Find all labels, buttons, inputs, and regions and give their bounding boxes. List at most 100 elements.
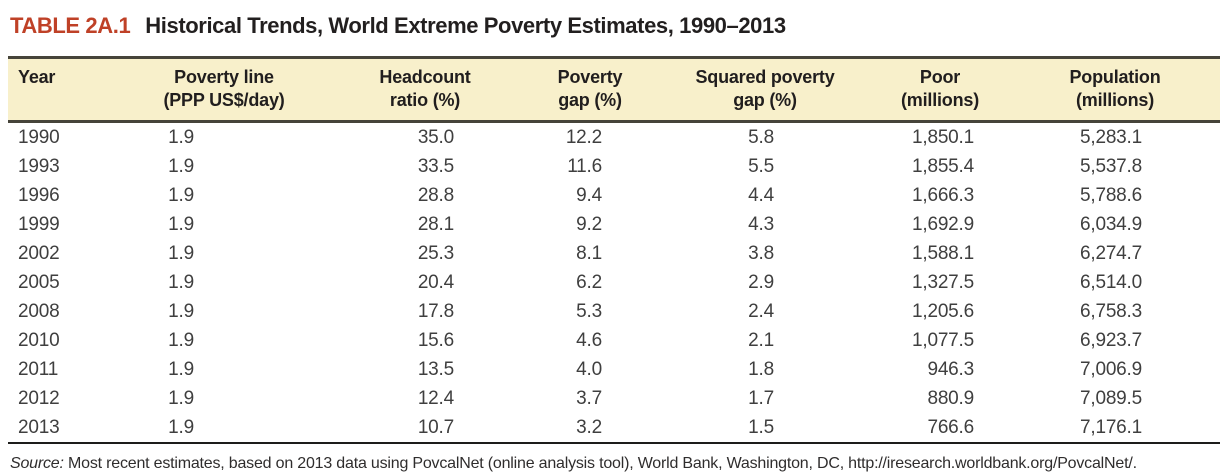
cell-population-millions: 5,788.6 xyxy=(1080,185,1142,206)
cell-headcount-ratio: 12.4 xyxy=(417,388,454,409)
cell-poverty-line: 1.9 xyxy=(168,272,194,293)
cell-population-millions: 7,089.5 xyxy=(1080,388,1142,409)
table-row: 2013 1.9 10.7 3.2 1.5 766.6 7,176.1 xyxy=(8,413,1220,443)
cell-poverty-gap: 12.2 xyxy=(565,127,602,148)
cell-squared-poverty-gap: 3.8 xyxy=(748,243,774,264)
cell-poverty-gap: 3.7 xyxy=(576,388,602,409)
column-header-poor: Poor (millions) xyxy=(870,56,1010,123)
cell-poor-millions: 1,588.1 xyxy=(912,243,974,264)
table-number: TABLE 2A.1 xyxy=(10,13,131,38)
cell-year: 2012 xyxy=(18,388,60,409)
table-row: 1996 1.9 28.8 9.4 4.4 1,666.3 5,788.6 xyxy=(8,181,1220,210)
cell-year: 1999 xyxy=(18,214,60,235)
table-caption: TABLE 2A.1 Historical Trends, World Extr… xyxy=(10,13,1229,39)
column-header-poverty-gap: Poverty gap (%) xyxy=(520,56,660,123)
table-body: 1990 1.9 35.0 12.2 5.8 1,850.1 5,283.1 1… xyxy=(8,122,1220,444)
table-row: 2008 1.9 17.8 5.3 2.4 1,205.6 6,758.3 xyxy=(8,297,1220,326)
cell-poor-millions: 1,327.5 xyxy=(912,272,974,293)
cell-poor-millions: 1,077.5 xyxy=(912,330,974,351)
cell-poverty-line: 1.9 xyxy=(168,214,194,235)
cell-year: 2008 xyxy=(18,301,60,322)
cell-headcount-ratio: 28.8 xyxy=(417,185,454,206)
cell-population-millions: 5,283.1 xyxy=(1080,127,1142,148)
cell-poverty-line: 1.9 xyxy=(168,156,194,177)
cell-year: 2013 xyxy=(18,417,60,438)
cell-year: 2005 xyxy=(18,272,60,293)
column-header-headcount-ratio: Headcount ratio (%) xyxy=(330,56,520,123)
cell-headcount-ratio: 15.6 xyxy=(417,330,454,351)
cell-headcount-ratio: 20.4 xyxy=(417,272,454,293)
cell-population-millions: 7,006.9 xyxy=(1080,359,1142,380)
cell-squared-poverty-gap: 5.5 xyxy=(748,156,774,177)
table-header: Year Poverty line (PPP US$/day) Headcoun… xyxy=(8,56,1220,123)
cell-year: 1990 xyxy=(18,127,60,148)
poverty-estimates-table: Year Poverty line (PPP US$/day) Headcoun… xyxy=(8,56,1220,444)
cell-poor-millions: 1,692.9 xyxy=(912,214,974,235)
cell-poverty-gap: 4.6 xyxy=(576,330,602,351)
cell-squared-poverty-gap: 1.8 xyxy=(748,359,774,380)
source-label: Source: xyxy=(10,455,64,472)
cell-poverty-line: 1.9 xyxy=(168,330,194,351)
cell-poor-millions: 1,666.3 xyxy=(912,185,974,206)
table-row: 1993 1.9 33.5 11.6 5.5 1,855.4 5,537.8 xyxy=(8,152,1220,181)
cell-headcount-ratio: 28.1 xyxy=(417,214,454,235)
cell-poor-millions: 1,850.1 xyxy=(912,127,974,148)
source-note: Source: Most recent estimates, based on … xyxy=(10,455,1229,473)
cell-population-millions: 6,758.3 xyxy=(1080,301,1142,322)
column-header-poverty-line: Poverty line (PPP US$/day) xyxy=(118,56,330,123)
cell-squared-poverty-gap: 1.5 xyxy=(748,417,774,438)
cell-squared-poverty-gap: 4.4 xyxy=(748,185,774,206)
cell-population-millions: 7,176.1 xyxy=(1080,417,1142,438)
table-row: 2002 1.9 25.3 8.1 3.8 1,588.1 6,274.7 xyxy=(8,239,1220,268)
column-header-year: Year xyxy=(8,56,118,123)
header-row: Year Poverty line (PPP US$/day) Headcoun… xyxy=(8,56,1220,123)
cell-headcount-ratio: 35.0 xyxy=(417,127,454,148)
table-row: 1999 1.9 28.1 9.2 4.3 1,692.9 6,034.9 xyxy=(8,210,1220,239)
cell-poverty-gap: 8.1 xyxy=(576,243,602,264)
cell-poverty-line: 1.9 xyxy=(168,359,194,380)
cell-year: 2002 xyxy=(18,243,60,264)
cell-squared-poverty-gap: 2.9 xyxy=(748,272,774,293)
cell-squared-poverty-gap: 2.4 xyxy=(748,301,774,322)
cell-squared-poverty-gap: 1.7 xyxy=(748,388,774,409)
cell-population-millions: 6,514.0 xyxy=(1080,272,1142,293)
cell-poor-millions: 880.9 xyxy=(927,388,974,409)
cell-poor-millions: 946.3 xyxy=(927,359,974,380)
cell-poverty-gap: 6.2 xyxy=(576,272,602,293)
table-row: 1990 1.9 35.0 12.2 5.8 1,850.1 5,283.1 xyxy=(8,122,1220,153)
cell-year: 2011 xyxy=(18,359,59,380)
cell-headcount-ratio: 17.8 xyxy=(417,301,454,322)
cell-headcount-ratio: 10.7 xyxy=(417,417,454,438)
cell-squared-poverty-gap: 2.1 xyxy=(748,330,774,351)
cell-poverty-line: 1.9 xyxy=(168,127,194,148)
cell-poverty-line: 1.9 xyxy=(168,388,194,409)
cell-poor-millions: 1,855.4 xyxy=(912,156,974,177)
cell-poverty-gap: 11.6 xyxy=(567,156,602,177)
column-header-population: Population (millions) xyxy=(1010,56,1220,123)
cell-population-millions: 6,034.9 xyxy=(1080,214,1142,235)
cell-poverty-gap: 5.3 xyxy=(576,301,602,322)
cell-poverty-line: 1.9 xyxy=(168,185,194,206)
cell-poverty-line: 1.9 xyxy=(168,301,194,322)
cell-poverty-line: 1.9 xyxy=(168,243,194,264)
cell-poverty-gap: 3.2 xyxy=(576,417,602,438)
cell-population-millions: 5,537.8 xyxy=(1080,156,1142,177)
table-title: Historical Trends, World Extreme Poverty… xyxy=(145,13,786,38)
table-row: 2012 1.9 12.4 3.7 1.7 880.9 7,089.5 xyxy=(8,384,1220,413)
cell-population-millions: 6,274.7 xyxy=(1080,243,1142,264)
cell-headcount-ratio: 13.5 xyxy=(417,359,454,380)
column-header-squared-poverty-gap: Squared poverty gap (%) xyxy=(660,56,870,123)
cell-squared-poverty-gap: 5.8 xyxy=(748,127,774,148)
cell-year: 1996 xyxy=(18,185,60,206)
cell-poverty-gap: 9.2 xyxy=(576,214,602,235)
table-row: 2005 1.9 20.4 6.2 2.9 1,327.5 6,514.0 xyxy=(8,268,1220,297)
source-text: Most recent estimates, based on 2013 dat… xyxy=(63,455,1137,472)
table-row: 2010 1.9 15.6 4.6 2.1 1,077.5 6,923.7 xyxy=(8,326,1220,355)
cell-poverty-gap: 9.4 xyxy=(576,185,602,206)
cell-headcount-ratio: 33.5 xyxy=(417,156,454,177)
cell-poor-millions: 1,205.6 xyxy=(912,301,974,322)
cell-headcount-ratio: 25.3 xyxy=(417,243,454,264)
cell-year: 2010 xyxy=(18,330,60,351)
cell-population-millions: 6,923.7 xyxy=(1080,330,1142,351)
